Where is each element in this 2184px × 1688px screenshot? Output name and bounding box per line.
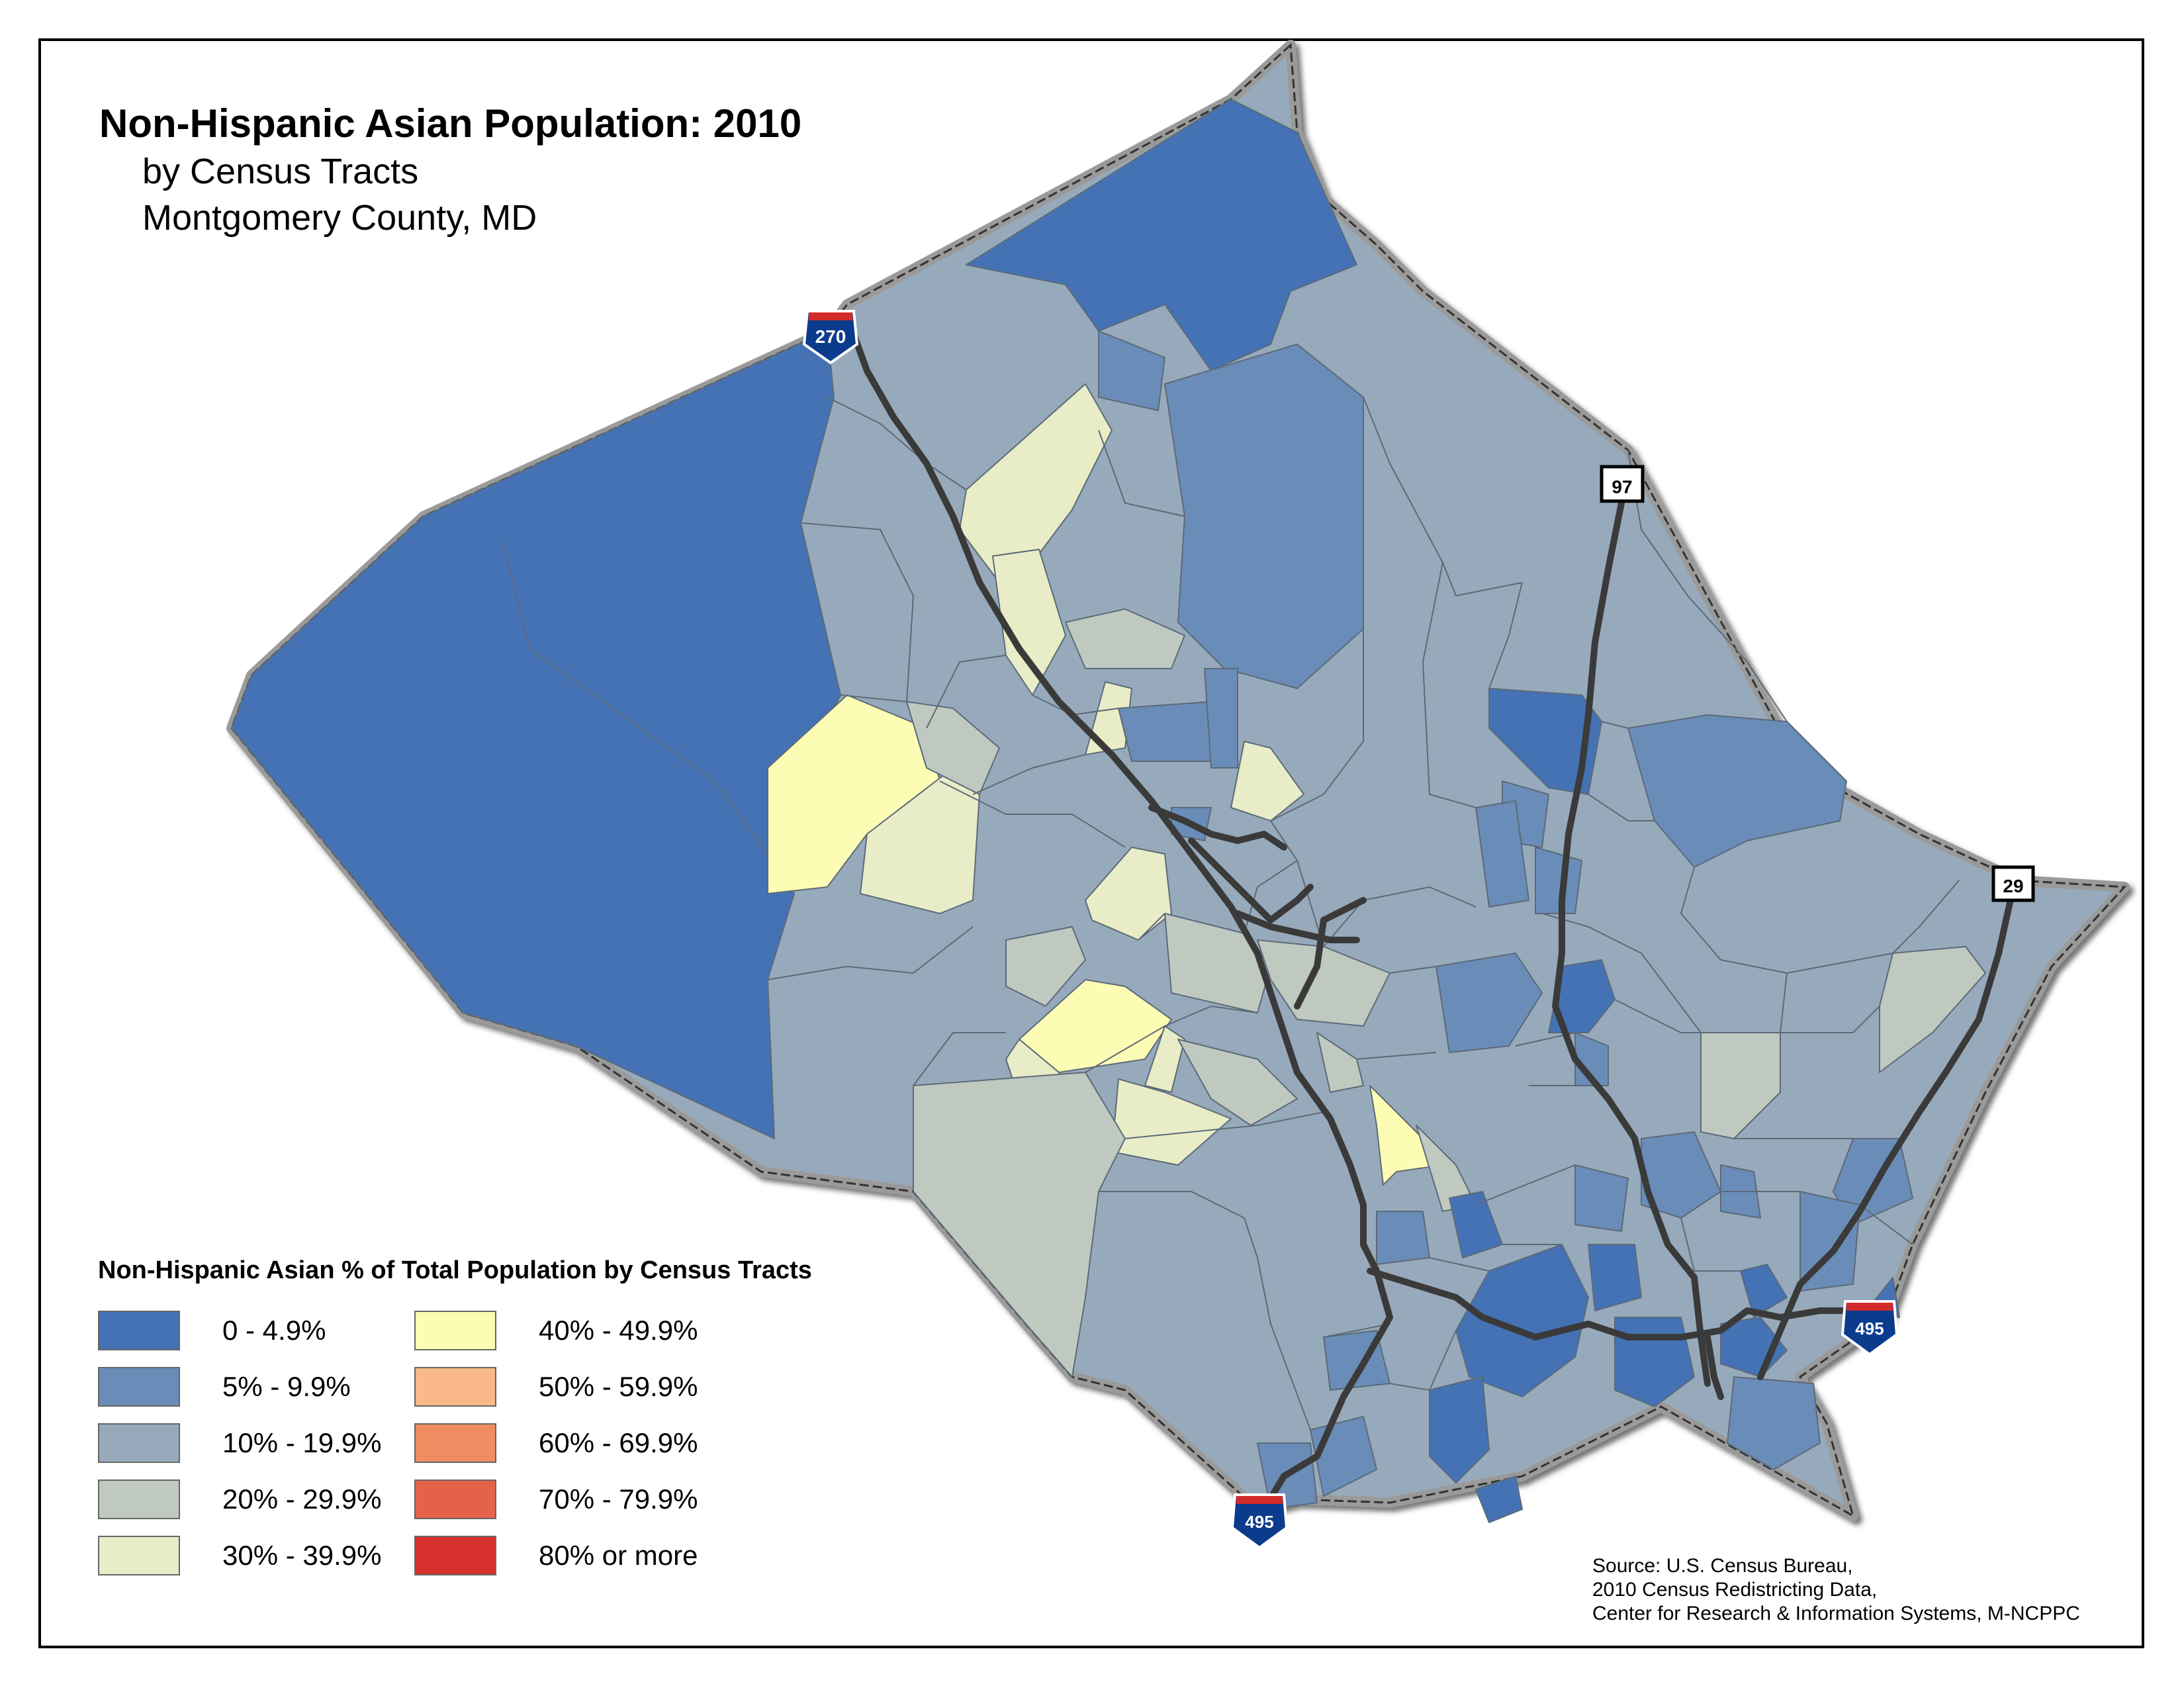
legend-item: 70% - 79.9% <box>414 1479 698 1519</box>
legend-item: 10% - 19.9% <box>98 1423 381 1463</box>
source-line: Source: U.S. Census Bureau, <box>1592 1555 1853 1577</box>
source-line: Center for Research & Information System… <box>1592 1603 2080 1624</box>
md97-shield: 97 <box>1600 465 1645 503</box>
legend-item: 80% or more <box>414 1536 698 1575</box>
legend-swatch <box>414 1423 496 1463</box>
md97-road <box>1552 500 1711 1387</box>
legend-item: 40% - 49.9% <box>414 1311 698 1350</box>
legend-item: 60% - 69.9% <box>414 1423 698 1463</box>
legend-label: 40% - 49.9% <box>539 1315 698 1346</box>
map-title: Non-Hispanic Asian Population: 2010 <box>99 101 802 146</box>
legend-item: 20% - 29.9% <box>98 1479 381 1519</box>
legend-label: 0 - 4.9% <box>222 1315 326 1346</box>
legend-label: 80% or more <box>539 1540 698 1571</box>
legend-label: 60% - 69.9% <box>539 1427 698 1458</box>
source-note: Source: U.S. Census Bureau, 2010 Census … <box>1592 1554 2080 1626</box>
legend-swatch <box>98 1423 180 1463</box>
map-subtitle-geography: by Census Tracts <box>142 152 419 191</box>
legend-swatch <box>98 1536 180 1575</box>
us29-shield: 29 <box>1991 865 2035 902</box>
legend-swatch <box>414 1479 496 1519</box>
svg-text:495: 495 <box>1855 1319 1884 1338</box>
legend-swatch <box>98 1479 180 1519</box>
legend-label: 70% - 79.9% <box>539 1483 698 1515</box>
tract-north-central <box>1164 344 1364 689</box>
tract-lines <box>502 397 1960 1430</box>
legend-swatch <box>414 1367 496 1407</box>
svg-text:97: 97 <box>1612 477 1632 497</box>
legend-item: 50% - 59.9% <box>414 1367 698 1407</box>
svg-text:29: 29 <box>2003 876 2023 896</box>
svg-text:495: 495 <box>1245 1512 1273 1532</box>
legend-swatch <box>98 1311 180 1350</box>
us29-road <box>1757 890 2015 1380</box>
census-tracts <box>231 99 1986 1523</box>
legend-label: 20% - 29.9% <box>222 1483 382 1515</box>
i270-road <box>850 331 1393 1513</box>
tract-southwest <box>913 1072 1126 1378</box>
legend-swatch <box>98 1367 180 1407</box>
i495-shield-south: 495 <box>1230 1493 1289 1550</box>
svg-text:270: 270 <box>815 326 846 347</box>
legend-item: 0 - 4.9% <box>98 1311 326 1350</box>
i270-shield: 270 <box>802 310 859 365</box>
legend-item: 5% - 9.9% <box>98 1367 351 1407</box>
map-subtitle-county: Montgomery County, MD <box>142 198 537 238</box>
legend-label: 30% - 39.9% <box>222 1540 382 1571</box>
i495-road <box>1367 1268 1870 1340</box>
legend-label: 50% - 59.9% <box>539 1371 698 1402</box>
highway-network <box>850 331 2015 1513</box>
i495-shield-east: 495 <box>1841 1300 1899 1356</box>
map-frame <box>38 38 2144 1648</box>
legend-title: Non-Hispanic Asian % of Total Population… <box>98 1256 812 1284</box>
legend-swatch <box>414 1311 496 1350</box>
tract-west <box>231 330 841 1139</box>
source-line: 2010 Census Redistricting Data, <box>1592 1579 1878 1601</box>
legend-label: 10% - 19.9% <box>222 1427 382 1458</box>
legend-label: 5% - 9.9% <box>222 1371 351 1402</box>
legend-item: 30% - 39.9% <box>98 1536 381 1575</box>
legend-swatch <box>414 1536 496 1575</box>
tract-south-cluster <box>1455 1244 1589 1397</box>
